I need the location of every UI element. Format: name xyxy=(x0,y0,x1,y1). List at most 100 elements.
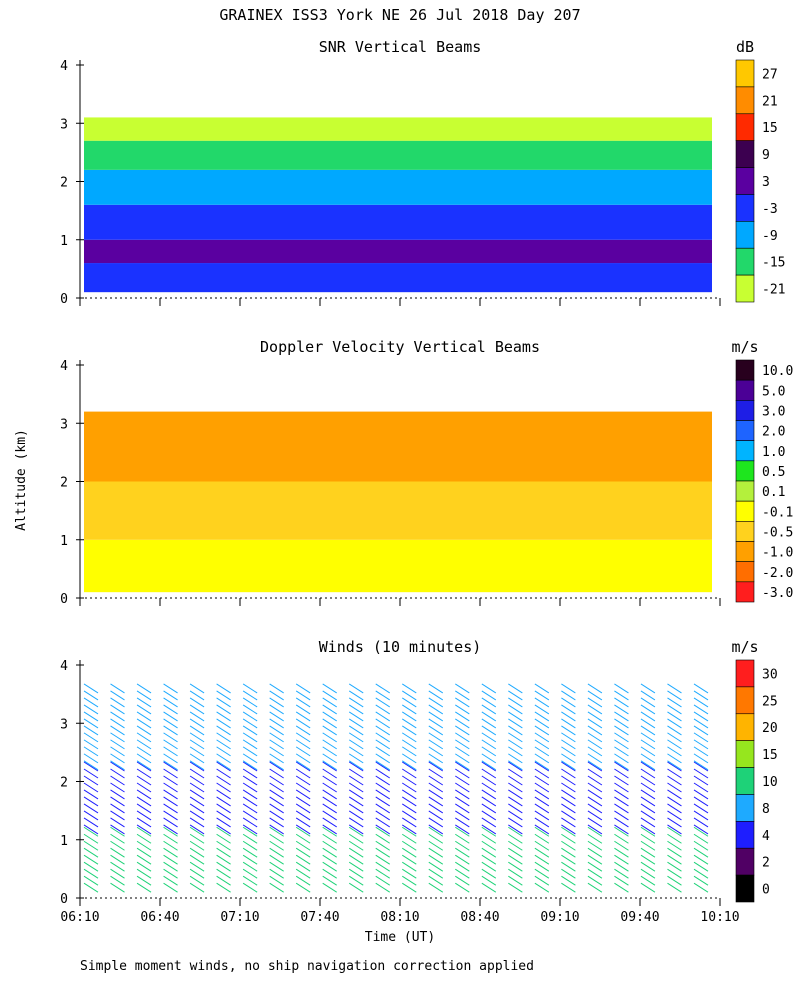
wind-barb xyxy=(216,725,231,736)
wind-barb xyxy=(189,683,205,694)
wind-barb xyxy=(110,868,125,879)
wind-barb xyxy=(693,826,709,837)
wind-barb xyxy=(163,868,178,879)
wind-barb xyxy=(455,817,470,828)
wind-barb xyxy=(614,739,629,750)
wind-barb xyxy=(375,725,391,736)
wind-barb xyxy=(216,868,231,879)
wind-barb xyxy=(481,753,497,764)
snr-field xyxy=(84,117,712,293)
wind-barb xyxy=(136,882,152,893)
heatmap-layer xyxy=(84,169,712,205)
wind-barb xyxy=(242,704,258,715)
wind-barb xyxy=(587,824,603,835)
colorbar-label: 20 xyxy=(762,721,778,736)
wind-barb xyxy=(508,789,523,800)
wind-barb xyxy=(640,826,656,837)
wind-barb xyxy=(136,775,152,786)
wind-barb xyxy=(348,782,364,793)
wind-barb xyxy=(216,810,231,821)
wind-barb xyxy=(693,683,709,694)
wind-barb xyxy=(295,753,311,764)
wind-barb xyxy=(428,847,444,858)
wind-barb xyxy=(587,718,603,729)
wind-barb xyxy=(322,817,337,828)
wind-barb xyxy=(640,803,656,814)
wind-barb xyxy=(401,718,417,729)
wind-barb xyxy=(189,704,205,715)
wind-barb xyxy=(693,697,709,708)
wind-barb xyxy=(481,847,497,858)
wind-barb xyxy=(667,803,682,814)
wind-barb xyxy=(375,732,391,743)
wind-barb xyxy=(614,789,629,800)
wind-barb xyxy=(348,840,364,851)
wind-barb xyxy=(216,760,231,771)
wind-barb xyxy=(136,746,152,757)
colorbar-swatch xyxy=(735,767,755,795)
wind-barb xyxy=(348,833,364,844)
wind-barb xyxy=(401,711,417,722)
wind-barb xyxy=(587,810,603,821)
wind-barb xyxy=(83,704,99,715)
wind-barb xyxy=(242,746,258,757)
wind-barb xyxy=(216,826,231,837)
wind-barb xyxy=(534,847,550,858)
wind-barb xyxy=(587,868,603,879)
wind-barb xyxy=(83,690,99,701)
wind-barb xyxy=(375,683,391,694)
wind-barb xyxy=(534,711,550,722)
wind-barb xyxy=(587,875,603,886)
wind-barb xyxy=(189,810,205,821)
wind-barb xyxy=(640,718,656,729)
wind-barb xyxy=(110,768,125,779)
wind-barb xyxy=(561,746,576,757)
wind-barb xyxy=(110,704,125,715)
wind-barb xyxy=(163,840,178,851)
wind-barb xyxy=(587,854,603,865)
wind-barb xyxy=(667,732,682,743)
wind-barb xyxy=(136,854,152,865)
wind-barb xyxy=(428,739,444,750)
snr-colorbar-units: dB xyxy=(736,38,754,56)
wind-barb xyxy=(587,753,603,764)
wind-barb xyxy=(375,868,391,879)
wind-barb xyxy=(375,840,391,851)
wind-barb xyxy=(216,697,231,708)
colorbar-label: 8 xyxy=(762,802,770,817)
colorbar-swatch xyxy=(735,247,755,276)
wind-barb xyxy=(295,854,311,865)
wind-barb xyxy=(508,824,523,835)
colorbar-label: 27 xyxy=(762,67,778,82)
wind-barb xyxy=(163,725,178,736)
wind-barb xyxy=(110,739,125,750)
wind-barb xyxy=(693,753,709,764)
wind-barb xyxy=(614,847,629,858)
wind-barb xyxy=(587,739,603,750)
wind-barb xyxy=(561,847,576,858)
wind-barb xyxy=(322,725,337,736)
wind-barb xyxy=(455,810,470,821)
wind-barb xyxy=(561,690,576,701)
wind-barb xyxy=(163,697,178,708)
wind-barb xyxy=(269,718,284,729)
wind-barb xyxy=(375,775,391,786)
colorbar-swatch xyxy=(735,400,755,421)
wind-barb xyxy=(667,861,682,872)
wind-barb xyxy=(83,732,99,743)
wind-barb xyxy=(640,796,656,807)
wind-barb xyxy=(163,761,178,772)
wind-barb xyxy=(481,690,497,701)
wind-barb xyxy=(561,817,576,828)
wind-barb xyxy=(83,817,99,828)
colorbar-label: 2.0 xyxy=(762,425,785,440)
wind-barb xyxy=(163,690,178,701)
wind-barb xyxy=(83,833,99,844)
wind-barb xyxy=(561,789,576,800)
colorbar-label: 0.1 xyxy=(762,485,785,500)
colorbar-label: 15 xyxy=(762,748,778,763)
wind-barb xyxy=(163,833,178,844)
wind-barb xyxy=(455,803,470,814)
winds-panel: Winds (10 minutes) m/s 0 1 2 3 4 06:10 06:40 07… xyxy=(60,638,777,925)
wind-barb xyxy=(693,782,709,793)
